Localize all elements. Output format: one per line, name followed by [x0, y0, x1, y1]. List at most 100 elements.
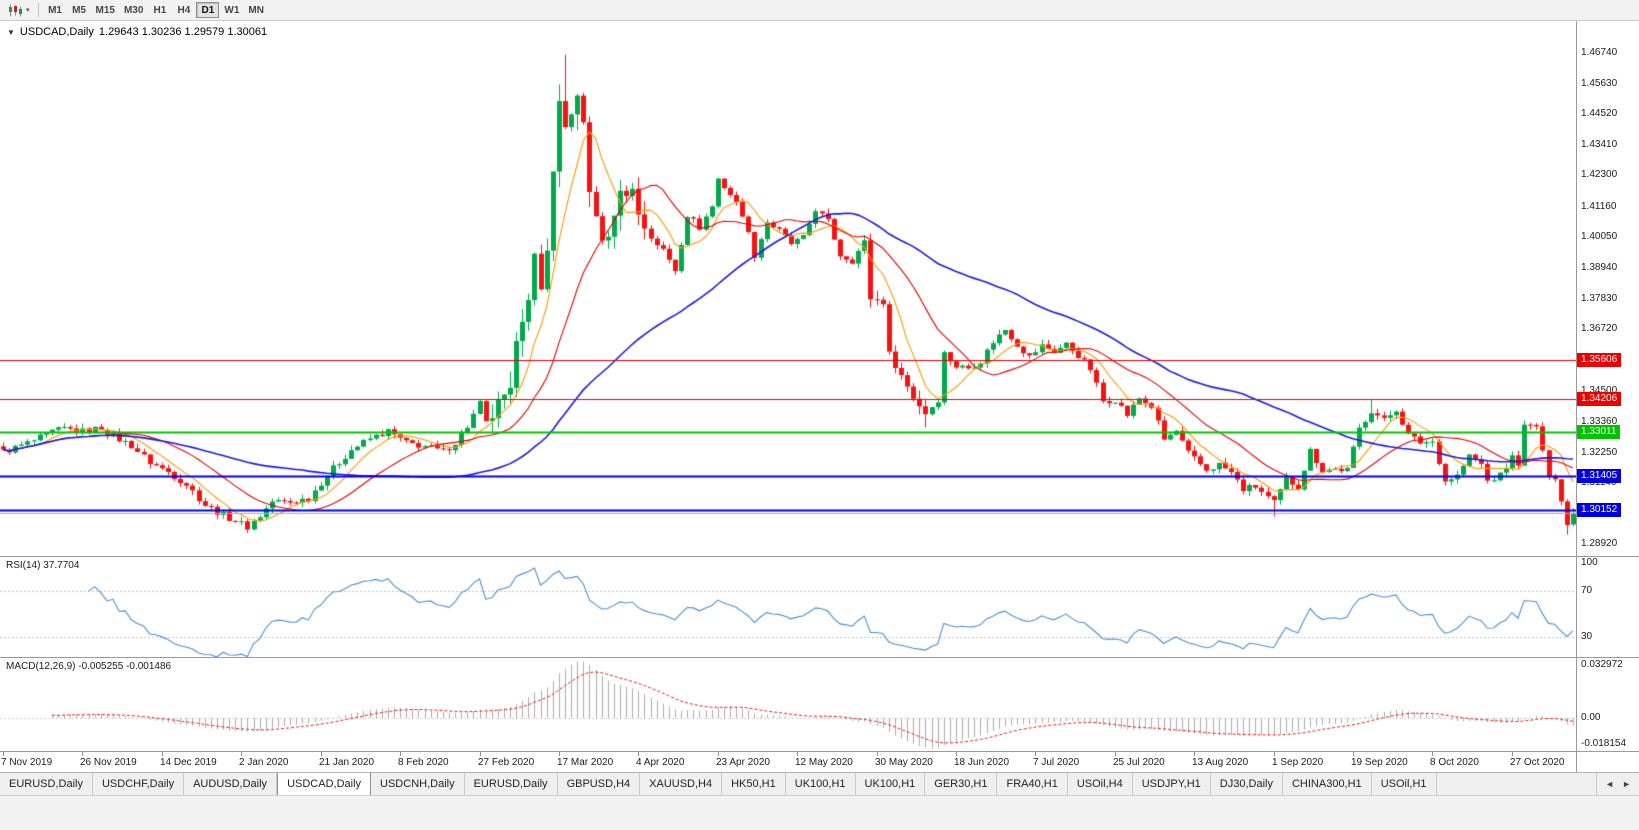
price-line-badge: 1.31405: [1577, 469, 1622, 483]
timeframe-button-h4[interactable]: H4: [172, 2, 195, 18]
chart-tab-ger30-h1[interactable]: GER30,H1: [925, 773, 998, 795]
chart-tab-usoil-h1[interactable]: USOil,H1: [1371, 773, 1437, 795]
date-label: 17 Mar 2020: [557, 757, 614, 768]
macd-label: MACD(12,26,9) -0.005255 -0.001486: [6, 661, 172, 672]
chart-tab-usdchf-daily[interactable]: USDCHF,Daily: [92, 773, 185, 795]
rsi-scale-label: 30: [1581, 631, 1593, 643]
time-axis-tick: [559, 752, 560, 756]
chart-tab-uk100-h1[interactable]: UK100,H1: [785, 773, 856, 795]
time-axis-tick: [718, 752, 719, 756]
status-strip: [0, 795, 1639, 830]
chart-tab-usdcnh-daily[interactable]: USDCNH,Daily: [371, 773, 465, 795]
time-axis-tick: [1432, 752, 1433, 756]
price-scale-label: 1.42300: [1581, 169, 1618, 181]
candlestick-chart[interactable]: [0, 21, 1576, 556]
macd-axis[interactable]: 0.032972 0.00 -0.018154: [1576, 658, 1639, 751]
chart-marker-icon: ▼: [7, 27, 15, 37]
candlestick-chart-icon[interactable]: [5, 2, 25, 18]
date-label: 13 Aug 2020: [1192, 757, 1249, 768]
time-axis-tick: [956, 752, 957, 756]
chart-tabs-bar: EURUSD,Daily USDCHF,Daily AUDUSD,Daily USDC…: [0, 772, 1639, 795]
timeframe-button-m15[interactable]: M15: [92, 2, 119, 18]
rsi-label: RSI(14) 37.7704: [6, 560, 80, 571]
date-label: 21 Jan 2020: [319, 757, 375, 768]
price-line-badge: 1.30152: [1577, 503, 1622, 517]
price-line-badge: 1.34206: [1577, 392, 1622, 406]
rsi-scale-label: 70: [1581, 585, 1593, 597]
chart-tab-hk50-h1[interactable]: HK50,H1: [722, 773, 786, 795]
chart-tab-xauusd-h4[interactable]: XAUUSD,H4: [640, 773, 723, 795]
date-label: 14 Dec 2019: [160, 757, 217, 768]
timeframe-button-m5[interactable]: M5: [68, 2, 91, 18]
toolbar-separator: [37, 3, 39, 17]
rsi-axis[interactable]: 100 70 30: [1576, 557, 1639, 657]
chart-tab-usoil-h4[interactable]: USOil,H4: [1067, 773, 1133, 795]
chart-tab-eurusd-daily[interactable]: EURUSD,Daily: [464, 773, 558, 795]
tabs-scroll-right-icon[interactable]: ►: [1622, 779, 1631, 789]
time-axis-tick: [480, 752, 481, 756]
tabs-scroll-controls: ◄ ►: [1596, 773, 1639, 795]
timeframe-button-mn[interactable]: MN: [244, 2, 268, 18]
chart-ohlc-values: 1.29643 1.30236 1.29579 1.30061: [98, 26, 268, 38]
price-scale-label: 1.43410: [1581, 138, 1618, 150]
macd-chart[interactable]: [0, 658, 1576, 751]
chevron-down-icon[interactable]: ▾: [26, 7, 30, 14]
time-axis-tick: [1353, 752, 1354, 756]
date-label: 23 Apr 2020: [716, 757, 770, 768]
time-axis-tick: [162, 752, 163, 756]
timeframe-buttons: M1 M5 M15 M30 H1 H4 D1 W1 MN: [44, 2, 268, 18]
timeframe-button-d1[interactable]: D1: [196, 2, 220, 18]
price-scale-label: 1.36720: [1581, 323, 1618, 335]
chart-tab-gbpusd-h4[interactable]: GBPUSD,H4: [557, 773, 641, 795]
time-axis-tick: [1512, 752, 1513, 756]
price-scale-label: 1.28920: [1581, 538, 1618, 550]
price-scale-label: 1.41160: [1581, 200, 1617, 212]
chart-tab-audusd-daily[interactable]: AUDUSD,Daily: [184, 773, 278, 795]
chart-tab-usdjpy-h1[interactable]: USDJPY,H1: [1132, 773, 1211, 795]
timeframe-button-h1[interactable]: H1: [148, 2, 171, 18]
time-axis-tick: [1274, 752, 1275, 756]
price-scale-label: 1.34500: [1581, 384, 1618, 396]
price-scale-label: 1.46740: [1581, 46, 1618, 58]
chart-title: ▼ USDCAD,Daily 1.29643 1.30236 1.29579 1…: [7, 26, 267, 38]
rsi-chart[interactable]: [0, 557, 1576, 657]
price-scale-label: 1.33360: [1581, 415, 1618, 427]
chart-symbol-period: USDCAD,Daily: [19, 26, 94, 38]
date-label: 27 Feb 2020: [478, 757, 535, 768]
chart-tab-fra40-h1[interactable]: FRA40,H1: [997, 773, 1068, 795]
date-label: 25 Jul 2020: [1113, 757, 1165, 768]
price-scale-label: 1.40050: [1581, 231, 1618, 243]
date-label: 19 Sep 2020: [1351, 757, 1408, 768]
timeframe-button-m30[interactable]: M30: [120, 2, 147, 18]
chart-tabs: EURUSD,Daily USDCHF,Daily AUDUSD,Daily USDC…: [0, 773, 1596, 795]
time-axis-tick: [1194, 752, 1195, 756]
price-line-badge: 1.33011: [1577, 425, 1621, 439]
price-scale-label: 1.32250: [1581, 446, 1618, 458]
rsi-panel: RSI(14) 37.7704 100 70 30: [0, 556, 1639, 657]
time-axis-tick: [638, 752, 639, 756]
chart-tab-china300-h1[interactable]: CHINA300,H1: [1282, 773, 1372, 795]
time-axis[interactable]: 7 Nov 2019 26 Nov 2019 14 Dec 2019 2 Jan 20…: [0, 751, 1639, 772]
chart-tab-eurusd-daily[interactable]: EURUSD,Daily: [0, 773, 93, 795]
time-axis-tick: [877, 752, 878, 756]
date-label: 30 May 2020: [875, 757, 933, 768]
chart-tab-uk100-h1[interactable]: UK100,H1: [855, 773, 926, 795]
macd-scale-label: -0.018154: [1581, 738, 1627, 749]
time-axis-tick: [400, 752, 401, 756]
date-label: 7 Nov 2019: [1, 757, 53, 768]
price-axis[interactable]: 1.46740 1.45630 1.44520 1.43410 1.42300 1.411…: [1576, 21, 1639, 556]
timeframe-button-m1[interactable]: M1: [44, 2, 67, 18]
timeframe-button-w1[interactable]: W1: [220, 2, 243, 18]
chart-tab-dj30-daily[interactable]: DJ30,Daily: [1210, 773, 1283, 795]
macd-scale-label: 0.032972: [1581, 659, 1623, 670]
date-label: 8 Oct 2020: [1430, 757, 1479, 768]
macd-scale-label: 0.00: [1581, 711, 1601, 723]
date-label: 7 Jul 2020: [1033, 757, 1080, 768]
time-axis-tick: [3, 752, 4, 756]
date-label: 18 Jun 2020: [954, 757, 1010, 768]
timeframe-toolbar: ▾ M1 M5 M15 M30 H1 H4 D1 W1 MN: [0, 0, 1639, 21]
chart-tab-usdcad-daily[interactable]: USDCAD,Daily: [277, 773, 372, 795]
tabs-scroll-left-icon[interactable]: ◄: [1605, 779, 1615, 789]
date-label: 4 Apr 2020: [636, 757, 685, 768]
